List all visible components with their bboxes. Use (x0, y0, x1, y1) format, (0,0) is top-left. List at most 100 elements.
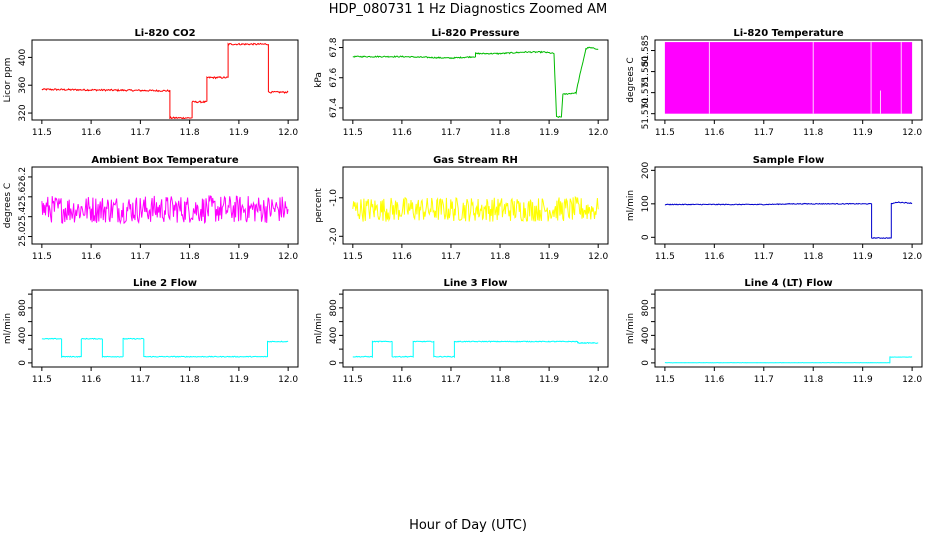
panel-title: Li-820 Pressure (431, 28, 519, 39)
x-tick-label: 11.8 (490, 128, 510, 138)
x-tick-label: 11.7 (441, 252, 461, 262)
data-series-line (41, 195, 289, 225)
chart-panel-6: Sample Flow ml/min 11.5 11.6 11.7 11.8 11.9 12.… (626, 155, 923, 262)
y-tick-label: 360 (18, 76, 28, 93)
chart-panel-5: Gas Stream RH percent 11.5 11.6 11.7 11.8 11.9… (314, 155, 609, 262)
y-tick-label: 25.0 (18, 226, 28, 246)
x-tick-label: 11.5 (343, 252, 363, 262)
y-tick-label: 0 (329, 360, 339, 366)
y-tick-label: 0 (641, 360, 651, 366)
x-tick-label: 12.0 (902, 128, 922, 138)
x-tick-label: 11.9 (853, 375, 873, 385)
x-tick-label: 11.8 (803, 128, 823, 138)
data-series-line (352, 196, 599, 222)
x-tick-label: 11.7 (130, 128, 150, 138)
y-axis-label: kPa (314, 72, 324, 88)
plot-frame (342, 39, 609, 121)
x-tick-label: 12.0 (588, 252, 608, 262)
x-tick-label: 11.6 (81, 128, 101, 138)
x-tick-label: 12.0 (588, 375, 608, 385)
x-tick-label: 11.7 (754, 252, 774, 262)
y-tick-label: 200 (641, 161, 651, 178)
panel-title: Line 3 Flow (444, 278, 508, 289)
x-tick-label: 11.5 (32, 375, 52, 385)
x-tick-label: 11.8 (490, 375, 510, 385)
x-tick-label: 11.8 (490, 252, 510, 262)
panel-title: Gas Stream RH (433, 155, 518, 166)
figure-title: HDP_080731 1 Hz Diagnostics Zoomed AM (328, 2, 608, 17)
x-tick-label: 11.7 (441, 128, 461, 138)
chart-panel-9: Line 4 (LT) Flow ml/min 11.5 11.6 11.7 11.8 11… (626, 278, 923, 385)
y-tick-label: 51.585 (641, 35, 651, 67)
x-tick-label: 12.0 (902, 375, 922, 385)
x-tick-label: 11.6 (704, 252, 724, 262)
y-tick-label: 0 (18, 360, 28, 366)
plot-frame (342, 289, 609, 368)
x-tick-label: 11.6 (392, 128, 412, 138)
panel-title: Ambient Box Temperature (91, 155, 238, 166)
x-tick-label: 11.9 (229, 252, 249, 262)
y-tick-label: 67.4 (329, 98, 339, 118)
x-tick-label: 12.0 (902, 252, 922, 262)
y-tick-label: 400 (18, 327, 28, 344)
y-tick-label: 800 (329, 299, 339, 316)
plot-frame (654, 289, 923, 368)
panel-title: Line 4 (LT) Flow (744, 278, 832, 289)
x-tick-label: 11.6 (704, 375, 724, 385)
x-tick-label: 11.6 (81, 252, 101, 262)
y-axis-label: degrees C (626, 57, 636, 102)
x-tick-label: 11.5 (32, 252, 52, 262)
x-tick-label: 12.0 (278, 252, 298, 262)
x-tick-label: 12.0 (588, 128, 608, 138)
x-tick-label: 11.9 (853, 252, 873, 262)
plot-frame (31, 166, 299, 245)
data-series-line (664, 356, 913, 364)
x-tick-label: 11.7 (441, 375, 461, 385)
x-tick-label: 11.5 (655, 252, 675, 262)
y-tick-label: 320 (18, 104, 28, 121)
plot-frame (31, 289, 299, 368)
x-tick-label: 12.0 (278, 375, 298, 385)
panel-title: Sample Flow (753, 155, 825, 166)
x-tick-label: 11.8 (180, 128, 200, 138)
panel-title: Line 2 Flow (133, 278, 197, 289)
figure-xlabel: Hour of Day (UTC) (409, 518, 527, 533)
x-tick-label: 11.8 (803, 252, 823, 262)
plot-frame (342, 166, 609, 245)
y-tick-label: 51.570 (641, 98, 651, 130)
chart-panel-8: Line 3 Flow ml/min 11.5 11.6 11.7 11.8 11.9 12.… (314, 278, 609, 385)
panel-title: Li-820 Temperature (733, 28, 843, 39)
x-tick-label: 11.5 (655, 375, 675, 385)
x-tick-label: 11.9 (229, 128, 249, 138)
y-tick-label: 0 (641, 234, 651, 240)
panel-title: Li-820 CO2 (134, 28, 195, 39)
x-tick-label: 11.5 (343, 128, 363, 138)
plot-frame (654, 39, 923, 121)
data-series-line (352, 340, 599, 359)
y-tick-label: 67.8 (329, 37, 339, 57)
y-tick-label: -1.0 (329, 189, 339, 207)
x-tick-label: 11.7 (754, 375, 774, 385)
y-tick-label: 400 (18, 49, 28, 66)
data-series-line (352, 46, 599, 119)
x-tick-label: 11.5 (655, 128, 675, 138)
y-axis-label: ml/min (314, 313, 324, 344)
y-axis-label: ml/min (3, 313, 13, 344)
y-tick-label: 100 (641, 195, 651, 212)
y-tick-label: 51.575 (641, 77, 651, 109)
x-tick-label: 11.9 (853, 128, 873, 138)
y-tick-label: 26.2 (18, 167, 28, 187)
chart-panel-3: Li-820 Temperature degrees C 11.5 11.6 11.7 1… (626, 28, 923, 138)
y-tick-label: 25.6 (18, 187, 28, 207)
y-tick-label: 51.580 (641, 56, 651, 88)
y-axis-label: degrees C (3, 183, 13, 228)
y-axis-label: ml/min (626, 313, 636, 344)
y-axis-label: Licor ppm (3, 58, 13, 103)
x-tick-label: 11.7 (130, 252, 150, 262)
x-tick-label: 11.7 (754, 128, 774, 138)
x-tick-label: 11.9 (539, 252, 559, 262)
y-tick-label: 67.6 (329, 67, 339, 87)
x-tick-label: 11.6 (392, 252, 412, 262)
chart-panel-2: Li-820 Pressure kPa 11.5 11.6 11.7 11.8 11.9 12… (314, 28, 609, 138)
